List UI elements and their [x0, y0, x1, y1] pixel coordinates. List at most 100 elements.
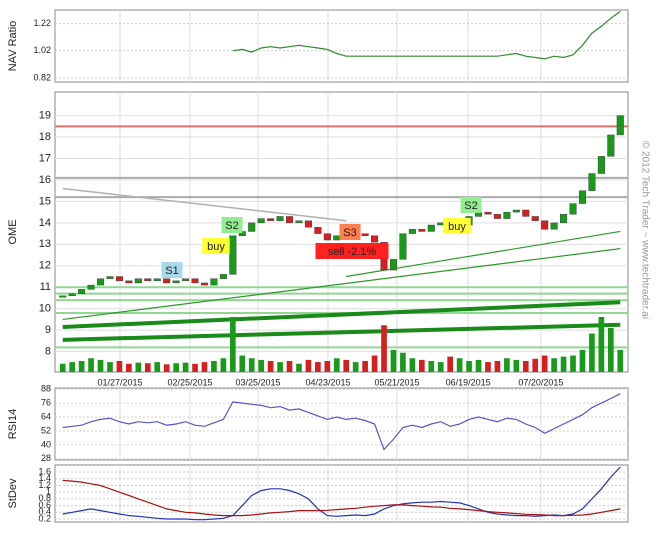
annotation-box — [339, 224, 361, 240]
volume-bar — [305, 359, 312, 372]
volume-bar — [88, 358, 94, 372]
volume-bar — [333, 358, 340, 372]
y-tick-label: 9 — [45, 324, 51, 336]
volume-bar — [192, 363, 198, 372]
candle — [371, 235, 379, 243]
volume-bar — [579, 350, 586, 372]
volume-bar — [570, 355, 576, 372]
watermark: © 2012 Tech Trader ~ www.techtrader.ai — [639, 141, 650, 319]
annotation: sell -2.1% — [315, 243, 389, 259]
volume-bar — [352, 362, 359, 372]
annotation-text: S1 — [165, 265, 178, 277]
volume-bar — [381, 325, 387, 372]
x-tick-label: 02/25/2015 — [167, 377, 212, 387]
candle — [295, 220, 303, 224]
candle — [607, 134, 615, 157]
y-tick-label: 0.2 — [38, 513, 51, 523]
volume-bar — [532, 358, 539, 372]
annotation: buy — [202, 238, 230, 254]
annotation: S3 — [339, 224, 361, 240]
candle — [276, 216, 284, 221]
annotation-box — [161, 262, 183, 278]
candle — [389, 259, 397, 271]
candle — [191, 278, 199, 284]
y-tick-label: 13 — [39, 238, 51, 250]
annotation-text: S3 — [343, 227, 356, 239]
y-tick-label: 1.22 — [33, 18, 51, 28]
y-tick-label: 0.6 — [38, 500, 51, 510]
annotation-text: S2 — [464, 200, 477, 212]
y-tick-label: 0.8 — [38, 493, 51, 503]
candle — [597, 156, 605, 174]
annotation-text: S2 — [225, 220, 238, 232]
y-tick-label: 52 — [41, 425, 51, 435]
volume-bar — [286, 361, 293, 372]
candle — [210, 278, 218, 286]
candle — [588, 173, 596, 191]
candle — [172, 280, 180, 284]
candle — [569, 203, 577, 215]
candle — [115, 276, 123, 282]
candle — [257, 218, 265, 224]
y-tick-label: 17 — [39, 152, 51, 164]
y-tick-label: 8 — [45, 346, 51, 358]
y-tick-label: 0.82 — [33, 72, 51, 82]
candle — [531, 216, 539, 221]
annotation: S1 — [161, 262, 183, 278]
trend-line — [62, 248, 621, 321]
y-axis-label: RSI14 — [7, 409, 19, 440]
volume-bar — [69, 362, 76, 372]
y-tick-label: 1.02 — [33, 45, 51, 55]
candle — [68, 293, 76, 297]
y-tick-label: 40 — [41, 439, 51, 449]
candle — [97, 278, 105, 286]
annotation-box — [202, 238, 230, 254]
volume-bar — [522, 361, 529, 372]
volume-bar — [116, 361, 123, 372]
y-tick-label: 11 — [40, 281, 51, 293]
y-tick-label: 1.4 — [38, 473, 51, 483]
y-tick-label: 1.2 — [38, 480, 51, 490]
volume-bar — [173, 363, 179, 372]
volume-bar — [154, 362, 161, 372]
volume-bar — [589, 333, 595, 372]
y-axis-label: NAV Ratio — [7, 21, 19, 72]
x-tick-label: 03/25/2015 — [235, 377, 280, 387]
volume-bar — [447, 356, 454, 372]
trend-line — [62, 300, 621, 329]
volume-bar — [220, 358, 227, 372]
y-tick-label: 1 — [46, 487, 51, 497]
volume-bar — [239, 355, 246, 372]
y-tick-label: 19 — [39, 110, 51, 122]
panel — [54, 464, 629, 523]
volume-bar — [400, 352, 406, 372]
candle — [59, 295, 67, 298]
candle — [437, 222, 445, 226]
candle — [144, 278, 152, 282]
volume-bar — [475, 359, 482, 372]
volume-bar — [78, 361, 85, 372]
volume-bar — [607, 328, 614, 372]
volume-bar — [182, 362, 189, 372]
volume-bar — [144, 363, 151, 372]
y-tick-label: 88 — [41, 384, 51, 394]
candle — [78, 289, 86, 294]
volume-bar — [296, 363, 302, 372]
volume-bar — [248, 358, 255, 372]
x-tick-label: 01/27/2015 — [97, 377, 142, 387]
annotation-box — [315, 243, 389, 259]
volume-bar — [258, 359, 265, 372]
volume-bar — [598, 317, 605, 372]
y-tick-label: 10 — [39, 303, 51, 315]
annotation: buy — [443, 218, 471, 234]
candle — [560, 214, 568, 224]
volume-bar — [617, 350, 624, 372]
y-tick-label: 12 — [39, 260, 51, 272]
volume-bar — [409, 358, 416, 372]
candle — [125, 280, 133, 284]
candle — [484, 211, 492, 215]
candle — [522, 209, 530, 217]
candle — [200, 282, 208, 286]
y-axis-label: StDev — [7, 478, 19, 508]
